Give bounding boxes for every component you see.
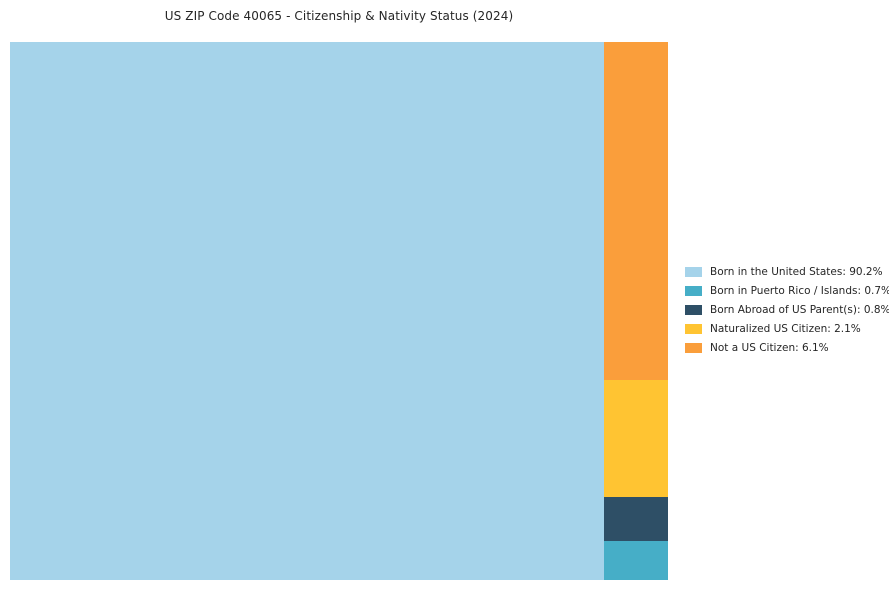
legend-label: Born in Puerto Rico / Islands: 0.7% xyxy=(710,284,889,297)
treemap-segment-naturalized-us-citizen xyxy=(604,380,668,497)
legend-label: Born Abroad of US Parent(s): 0.8% xyxy=(710,303,889,316)
legend-label: Naturalized US Citizen: 2.1% xyxy=(710,322,861,335)
legend-item: Naturalized US Citizen: 2.1% xyxy=(685,322,889,335)
treemap-segment-born-in-united-states xyxy=(10,42,605,580)
legend-item: Born in Puerto Rico / Islands: 0.7% xyxy=(685,284,889,297)
legend-label: Not a US Citizen: 6.1% xyxy=(710,341,829,354)
legend-label: Born in the United States: 90.2% xyxy=(710,265,883,278)
legend-item: Born Abroad of US Parent(s): 0.8% xyxy=(685,303,889,316)
treemap-segment-born-abroad-of-us-parent-s xyxy=(604,496,668,542)
chart-title: US ZIP Code 40065 - Citizenship & Nativi… xyxy=(164,9,514,23)
legend-swatch xyxy=(685,266,702,277)
legend-swatch xyxy=(685,285,702,296)
legend-item: Born in the United States: 90.2% xyxy=(685,265,889,278)
legend-swatch xyxy=(685,304,702,315)
legend: Born in the United States: 90.2% Born in … xyxy=(685,265,889,354)
legend-swatch xyxy=(685,323,702,334)
treemap-side-column xyxy=(604,42,668,580)
legend-item: Not a US Citizen: 6.1% xyxy=(685,341,889,354)
legend-swatch xyxy=(685,342,702,353)
treemap-plot xyxy=(10,42,668,580)
treemap-segment-born-in-puerto-rico-islands xyxy=(604,541,668,580)
treemap-segment-not-a-us-citizen xyxy=(604,42,668,381)
